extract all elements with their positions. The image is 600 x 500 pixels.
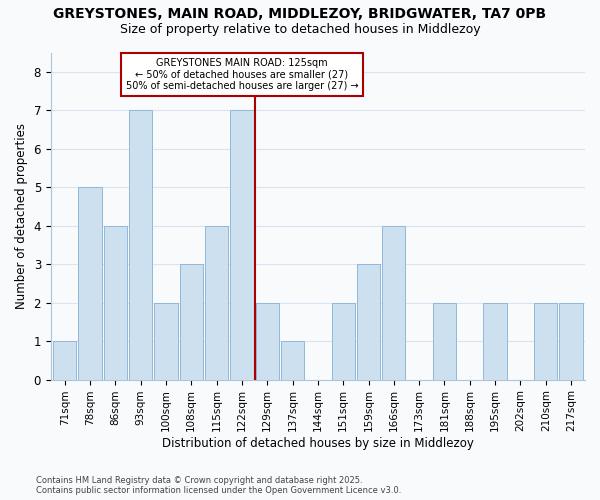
Bar bbox=[104, 226, 127, 380]
Bar bbox=[129, 110, 152, 380]
Bar bbox=[205, 226, 228, 380]
Bar bbox=[53, 341, 76, 380]
Bar bbox=[256, 302, 279, 380]
Bar bbox=[484, 302, 507, 380]
Bar bbox=[154, 302, 178, 380]
Bar bbox=[179, 264, 203, 380]
Bar bbox=[357, 264, 380, 380]
Bar bbox=[79, 187, 101, 380]
Text: GREYSTONES, MAIN ROAD, MIDDLEZOY, BRIDGWATER, TA7 0PB: GREYSTONES, MAIN ROAD, MIDDLEZOY, BRIDGW… bbox=[53, 8, 547, 22]
Text: Size of property relative to detached houses in Middlezoy: Size of property relative to detached ho… bbox=[119, 22, 481, 36]
Bar bbox=[559, 302, 583, 380]
Bar bbox=[230, 110, 254, 380]
Bar bbox=[534, 302, 557, 380]
Text: GREYSTONES MAIN ROAD: 125sqm
← 50% of detached houses are smaller (27)
50% of se: GREYSTONES MAIN ROAD: 125sqm ← 50% of de… bbox=[125, 58, 358, 92]
Bar bbox=[433, 302, 456, 380]
Y-axis label: Number of detached properties: Number of detached properties bbox=[15, 123, 28, 309]
Bar bbox=[281, 341, 304, 380]
Text: Contains HM Land Registry data © Crown copyright and database right 2025.
Contai: Contains HM Land Registry data © Crown c… bbox=[36, 476, 401, 495]
X-axis label: Distribution of detached houses by size in Middlezoy: Distribution of detached houses by size … bbox=[162, 437, 474, 450]
Bar bbox=[382, 226, 406, 380]
Bar bbox=[332, 302, 355, 380]
